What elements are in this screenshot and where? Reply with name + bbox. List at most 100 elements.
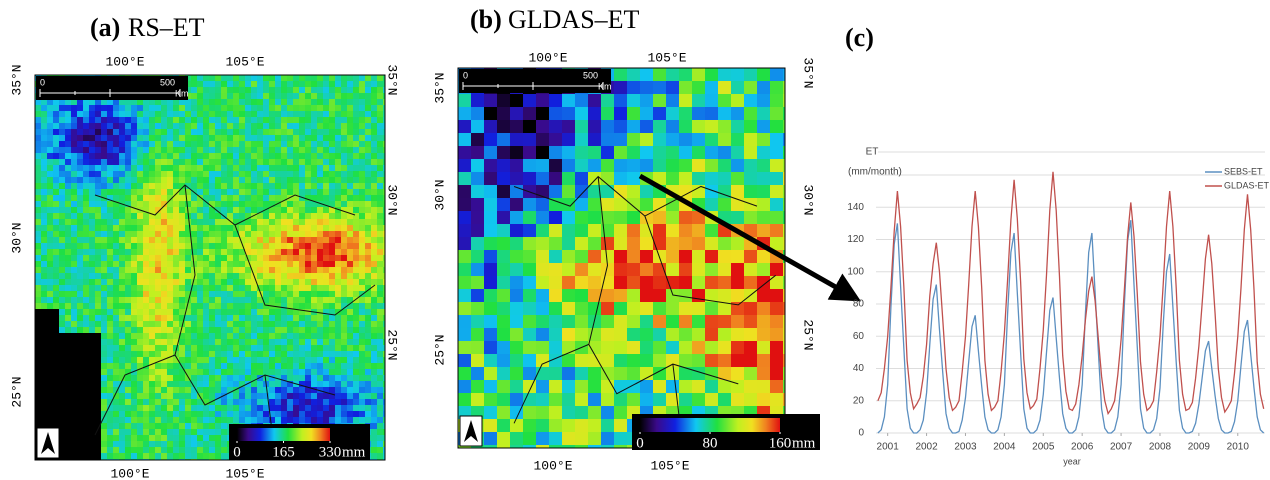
map-cell (89, 207, 95, 213)
map-cell (41, 135, 47, 141)
map-cell (119, 441, 125, 447)
map-cell (311, 243, 317, 249)
map-cell (287, 75, 293, 81)
map-cell (744, 94, 757, 107)
map-cell (53, 231, 59, 237)
map-cell (497, 341, 510, 354)
map-cell (233, 309, 239, 315)
legend-label: SEBS-ET (1224, 166, 1263, 176)
map-cell (179, 225, 185, 231)
map-cell (335, 231, 341, 237)
map-cell (149, 369, 155, 375)
map-cell (471, 120, 484, 133)
map-cell (329, 249, 335, 255)
map-cell (65, 147, 71, 153)
map-cell (377, 231, 383, 237)
map-cell (353, 117, 359, 123)
map-cell (365, 417, 371, 423)
map-cell (71, 201, 77, 207)
map-cell (311, 135, 317, 141)
map-cell (705, 328, 718, 341)
map-cell (311, 285, 317, 291)
map-cell (484, 237, 497, 250)
map-cell (718, 315, 731, 328)
map-cell (323, 303, 329, 309)
map-cell (191, 201, 197, 207)
map-cell (227, 81, 233, 87)
map-cell (275, 267, 281, 273)
map-cell (341, 399, 347, 405)
map-cell (257, 255, 263, 261)
map-cell (59, 423, 65, 429)
map-cell (329, 345, 335, 351)
map-cell (536, 406, 549, 419)
map-cell (341, 165, 347, 171)
map-cell (377, 183, 383, 189)
map-cell (143, 201, 149, 207)
map-cell (281, 135, 287, 141)
map-cell (47, 243, 53, 249)
map-cell (59, 237, 65, 243)
map-cell (155, 105, 161, 111)
map-cell (359, 75, 365, 81)
map-cell (341, 219, 347, 225)
map-cell (197, 363, 203, 369)
map-cell (137, 333, 143, 339)
map-cell (167, 219, 173, 225)
map-cell (83, 387, 89, 393)
map-cell (731, 328, 744, 341)
map-cell (562, 120, 575, 133)
map-cell (137, 243, 143, 249)
map-cell (35, 243, 41, 249)
map-cell (65, 105, 71, 111)
map-cell (71, 129, 77, 135)
map-cell (53, 171, 59, 177)
map-cell (209, 141, 215, 147)
map-cell (562, 419, 575, 432)
map-cell (131, 237, 137, 243)
map-cell (209, 345, 215, 351)
map-cell (71, 237, 77, 243)
map-cell (323, 159, 329, 165)
map-cell (77, 165, 83, 171)
map-cell (107, 201, 113, 207)
map-cell (83, 429, 89, 435)
map-cell (245, 387, 251, 393)
map-cell (353, 183, 359, 189)
map-cell (335, 273, 341, 279)
map-cell (575, 263, 588, 276)
map-cell (83, 315, 89, 321)
map-cell (167, 105, 173, 111)
map-cell (197, 453, 203, 459)
map-cell (458, 276, 471, 289)
map-cell (53, 249, 59, 255)
map-cell (335, 213, 341, 219)
map-cell (365, 159, 371, 165)
map-cell (353, 417, 359, 423)
map-cell (245, 201, 251, 207)
map-cell (718, 289, 731, 302)
map-cell (335, 405, 341, 411)
map-cell (365, 147, 371, 153)
map-cell (59, 369, 65, 375)
map-cell (161, 279, 167, 285)
map-cell (125, 195, 131, 201)
map-cell (523, 237, 536, 250)
map-cell (299, 303, 305, 309)
map-cell (35, 225, 41, 231)
map-cell (705, 224, 718, 237)
map-cell (353, 363, 359, 369)
map-cell (161, 447, 167, 453)
map-cell (497, 289, 510, 302)
map-cell (269, 81, 275, 87)
map-cell (59, 225, 65, 231)
map-cell (377, 327, 383, 333)
map-cell (329, 105, 335, 111)
map-cell (311, 369, 317, 375)
map-cell (679, 380, 692, 393)
map-cell (71, 387, 77, 393)
map-cell (173, 423, 179, 429)
map-cell (113, 231, 119, 237)
map-cell (640, 159, 653, 172)
map-cell (245, 183, 251, 189)
